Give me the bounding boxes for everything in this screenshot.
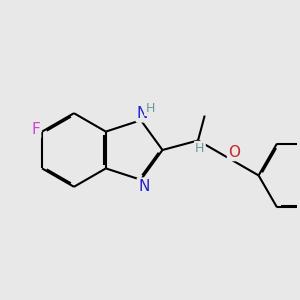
Text: F: F bbox=[31, 122, 40, 137]
Text: N: N bbox=[137, 106, 148, 121]
Text: H: H bbox=[146, 102, 155, 115]
Text: H: H bbox=[195, 142, 205, 155]
Text: N: N bbox=[138, 179, 149, 194]
Text: O: O bbox=[228, 145, 240, 160]
